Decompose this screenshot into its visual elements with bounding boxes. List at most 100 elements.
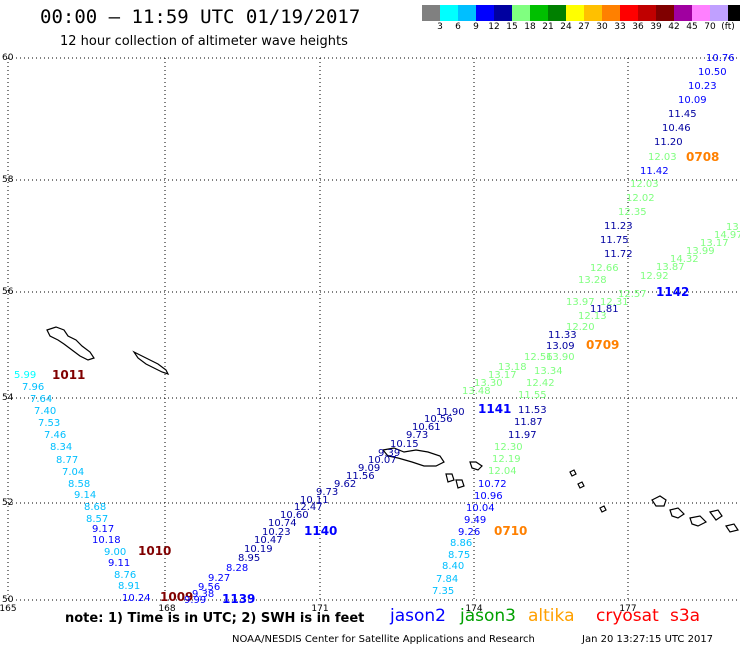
swh-value-label: 13.17: [488, 370, 517, 381]
swh-value-label: 9.26: [458, 527, 480, 538]
scale-swatch: [494, 5, 512, 21]
swh-value-label: 10.46: [662, 123, 691, 134]
land-outline: [708, 509, 723, 521]
pass-time-label: 1011: [52, 368, 85, 382]
scale-tick-label: 24: [560, 22, 572, 32]
land-outline: [577, 481, 585, 489]
swh-value-label: 9.17: [92, 524, 114, 535]
swh-value-label: 10.24: [122, 593, 151, 604]
swh-value-label: 13.99: [686, 246, 715, 257]
lon-label: 168: [158, 604, 175, 614]
swh-value-label: 12.04: [488, 466, 517, 477]
swh-value-label: 11.45: [668, 109, 697, 120]
scale-swatch: [656, 5, 674, 21]
lat-label: 56: [2, 287, 14, 297]
scale-swatch: [440, 5, 458, 21]
scale-tick-label: 39: [650, 22, 662, 32]
scale-tick-label: (ft): [721, 22, 735, 32]
swh-value-label: 12.42: [526, 378, 555, 389]
scale-tick-label: 30: [596, 22, 608, 32]
swh-value-label: 8.95: [238, 553, 260, 564]
swh-value-label: 7.04: [62, 467, 84, 478]
scale-swatch: [638, 5, 656, 21]
land-outline: [46, 326, 95, 361]
land-outline: [455, 479, 465, 489]
scale-swatch: [710, 5, 728, 21]
scale-swatch: [602, 5, 620, 21]
swh-value-label: 12.92: [640, 271, 669, 282]
scale-tick-label: 33: [614, 22, 626, 32]
swh-value-label: 9.00: [104, 547, 126, 558]
swh-value-label: 8.40: [442, 561, 464, 572]
swh-value-label: 9.73: [406, 430, 428, 441]
swh-value-label: 10.96: [474, 491, 503, 502]
legend-cryosat: cryosat: [596, 606, 659, 626]
scale-tick-label: 18: [524, 22, 536, 32]
swh-value-label: 10.74: [268, 518, 297, 529]
swh-value-label: 9.49: [464, 515, 486, 526]
swh-value-label: 13.17: [700, 238, 729, 249]
legend-s3a: s3a: [670, 606, 701, 626]
pass-time-label: 1139: [222, 592, 255, 606]
scale-tick-label: 70: [704, 22, 716, 32]
swh-value-label: 10.47: [254, 535, 283, 546]
land-outline: [725, 523, 739, 533]
swh-value-label: 13.90: [546, 352, 575, 363]
pass-time-label: 0710: [494, 524, 527, 538]
swh-value-label: 7.96: [22, 382, 44, 393]
lon-label: 165: [0, 604, 17, 614]
land-outline: [445, 473, 455, 483]
swh-value-label: 13.28: [578, 275, 607, 286]
swh-value-label: 9.11: [108, 558, 130, 569]
scale-swatch: [674, 5, 692, 21]
pass-time-label: 1009: [160, 590, 193, 604]
swh-value-label: 13.30: [474, 378, 503, 389]
scale-swatch: [566, 5, 584, 21]
swh-value-label: 13: [726, 222, 739, 233]
swh-value-label: 10.23: [688, 81, 717, 92]
swh-value-label: 11.90: [436, 407, 465, 418]
swh-value-label: 11.20: [654, 137, 683, 148]
swh-value-label: 11.23: [604, 221, 633, 232]
swh-value-label: 8.68: [84, 502, 106, 513]
land-outline: [669, 507, 685, 519]
swh-value-label: 9.38: [192, 589, 214, 600]
pass-time-label: 0709: [586, 338, 619, 352]
scale-tick-label: 36: [632, 22, 644, 32]
swh-value-label: 12.20: [566, 322, 595, 333]
swh-value-label: 8.58: [68, 479, 90, 490]
swh-value-label: 12.03: [630, 179, 659, 190]
lat-label: 60: [2, 53, 14, 63]
swh-value-label: 10.60: [280, 510, 309, 521]
legend-jason2: jason2: [390, 606, 446, 626]
swh-value-label: 10.23: [262, 527, 291, 538]
land-outline: [132, 350, 170, 376]
scale-tick-label: 21: [542, 22, 554, 32]
scale-swatch: [422, 5, 440, 21]
lat-label: 50: [2, 595, 14, 605]
swh-value-label: 9.14: [74, 490, 96, 501]
altimeter-tracks: 5.997.967.647.407.537.468.34 8.777.048.58…: [14, 53, 740, 606]
swh-value-label: 11.72: [604, 249, 633, 260]
scale-tick-label: 6: [455, 22, 461, 32]
pass-time-label: 1142: [656, 285, 689, 299]
swh-value-label: 12.19: [492, 454, 521, 465]
swh-value-label: 12.03: [648, 152, 677, 163]
swh-value-label: 8.91: [118, 581, 140, 592]
scale-swatch: [530, 5, 548, 21]
swh-value-label: 12.31: [600, 297, 629, 308]
swh-value-label: 10.11: [300, 495, 329, 506]
swh-value-label: 11.81: [590, 304, 619, 315]
swh-value-label: 9.99: [184, 595, 206, 606]
swh-value-label: 9.73: [316, 487, 338, 498]
swh-value-label: 11.87: [514, 417, 543, 428]
map-title: 00:00 – 11:59 UTC 01/19/2017: [40, 6, 361, 28]
swh-value-label: 10.72: [478, 479, 507, 490]
scale-tick-label: 9: [473, 22, 479, 32]
swh-value-label: 10.04: [466, 503, 495, 514]
swh-value-label: 11.55: [518, 390, 547, 401]
swh-value-label: 10.76: [706, 53, 735, 64]
swh-value-label: 9.09: [358, 463, 380, 474]
land-outline: [651, 495, 667, 507]
